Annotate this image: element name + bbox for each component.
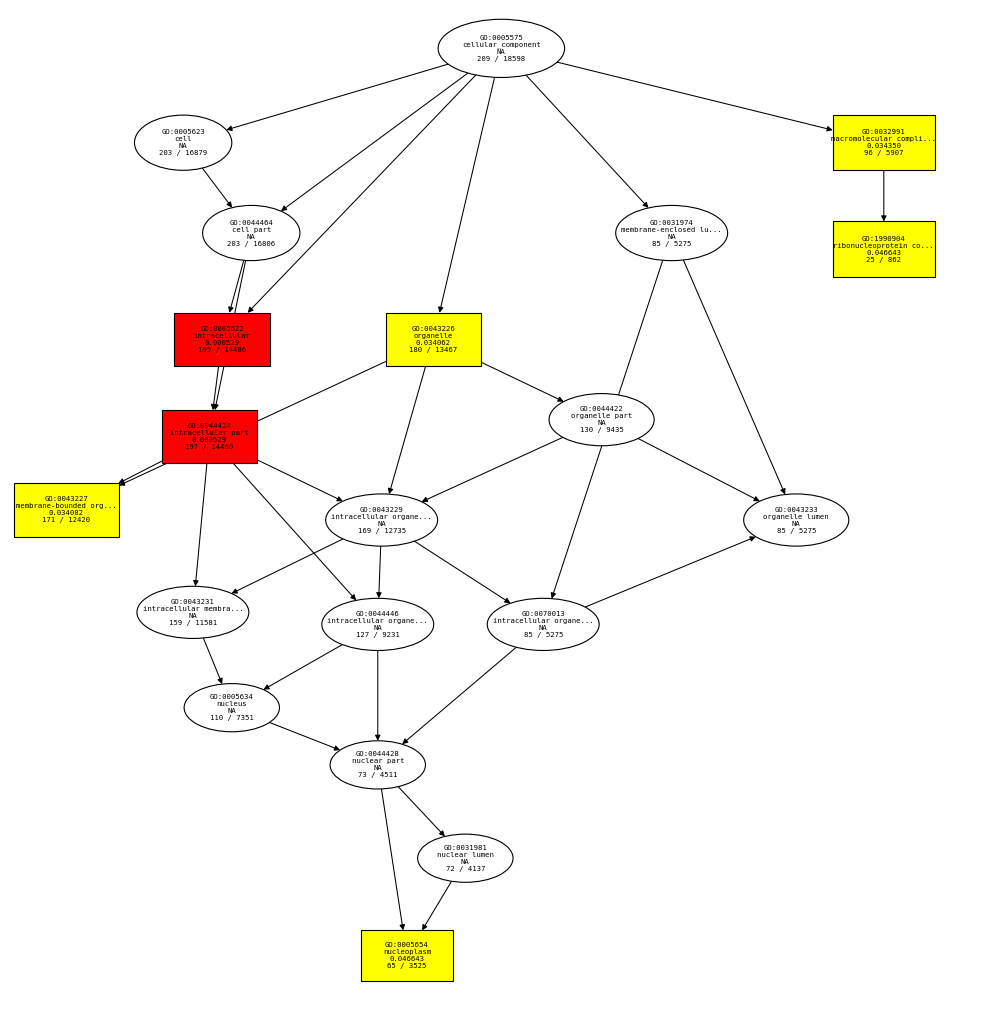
Text: GO:0031981
nuclear lumen
NA
72 / 4137: GO:0031981 nuclear lumen NA 72 / 4137 [437, 845, 494, 871]
Text: GO:0043229
intracellular organe...
NA
169 / 12735: GO:0043229 intracellular organe... NA 16… [332, 507, 432, 534]
FancyBboxPatch shape [833, 115, 934, 170]
Text: GO:0031974
membrane-enclosed lu...
NA
85 / 5275: GO:0031974 membrane-enclosed lu... NA 85… [622, 219, 722, 247]
FancyBboxPatch shape [360, 931, 453, 981]
Text: GO:0043233
organelle lumen
NA
85 / 5275: GO:0043233 organelle lumen NA 85 / 5275 [764, 507, 829, 534]
Ellipse shape [326, 494, 438, 546]
Text: GO:0044464
cell part
NA
203 / 16806: GO:0044464 cell part NA 203 / 16806 [227, 219, 275, 247]
Ellipse shape [184, 684, 279, 732]
Ellipse shape [438, 19, 565, 78]
Ellipse shape [549, 393, 654, 445]
Text: GO:0005575
cellular_component
NA
209 / 18598: GO:0005575 cellular_component NA 209 / 1… [462, 35, 541, 62]
Text: GO:0043227
membrane-bounded org...
0.034082
171 / 12420: GO:0043227 membrane-bounded org... 0.034… [16, 497, 117, 523]
Text: GO:0044446
intracellular organe...
NA
127 / 9231: GO:0044446 intracellular organe... NA 12… [328, 611, 428, 638]
Ellipse shape [203, 206, 300, 261]
Ellipse shape [616, 206, 728, 261]
Ellipse shape [322, 598, 434, 650]
Ellipse shape [137, 587, 249, 638]
Text: GO:0044422
organelle part
NA
130 / 9435: GO:0044422 organelle part NA 130 / 9435 [571, 407, 633, 433]
Ellipse shape [418, 835, 513, 883]
Text: GO:0005634
nucleus
NA
110 / 7351: GO:0005634 nucleus NA 110 / 7351 [210, 694, 253, 721]
Ellipse shape [134, 115, 231, 170]
Ellipse shape [330, 740, 425, 788]
Text: GO:0044424
intracellular part
0.000529
197 / 14460: GO:0044424 intracellular part 0.000529 1… [170, 423, 249, 451]
FancyBboxPatch shape [14, 483, 119, 537]
Text: GO:0005622
intracellular
0.000529
195 / 14486: GO:0005622 intracellular 0.000529 195 / … [194, 326, 250, 353]
Text: GO:1990904
ribonucleoprotein co...
0.046643
25 / 862: GO:1990904 ribonucleoprotein co... 0.046… [833, 236, 934, 262]
FancyBboxPatch shape [175, 312, 270, 366]
FancyBboxPatch shape [162, 411, 257, 463]
Text: GO:0044428
nuclear part
NA
73 / 4511: GO:0044428 nuclear part NA 73 / 4511 [352, 752, 404, 778]
Text: GO:0032991
macromolecular compli...
0.034350
96 / 5907: GO:0032991 macromolecular compli... 0.03… [831, 129, 936, 157]
FancyBboxPatch shape [833, 221, 934, 276]
Text: GO:0043231
intracellular membra...
NA
159 / 11581: GO:0043231 intracellular membra... NA 15… [143, 599, 243, 626]
Ellipse shape [744, 494, 849, 546]
Text: GO:0005654
nucleoplasm
0.046643
65 / 3525: GO:0005654 nucleoplasm 0.046643 65 / 352… [383, 942, 431, 969]
FancyBboxPatch shape [385, 312, 481, 366]
Text: GO:0005623
cell
NA
203 / 16879: GO:0005623 cell NA 203 / 16879 [159, 129, 208, 157]
Text: GO:0043226
organelle
0.034062
180 / 13467: GO:0043226 organelle 0.034062 180 / 1346… [409, 326, 458, 353]
Text: GO:0070013
intracellular organe...
NA
85 / 5275: GO:0070013 intracellular organe... NA 85… [493, 611, 594, 638]
Ellipse shape [488, 598, 599, 650]
